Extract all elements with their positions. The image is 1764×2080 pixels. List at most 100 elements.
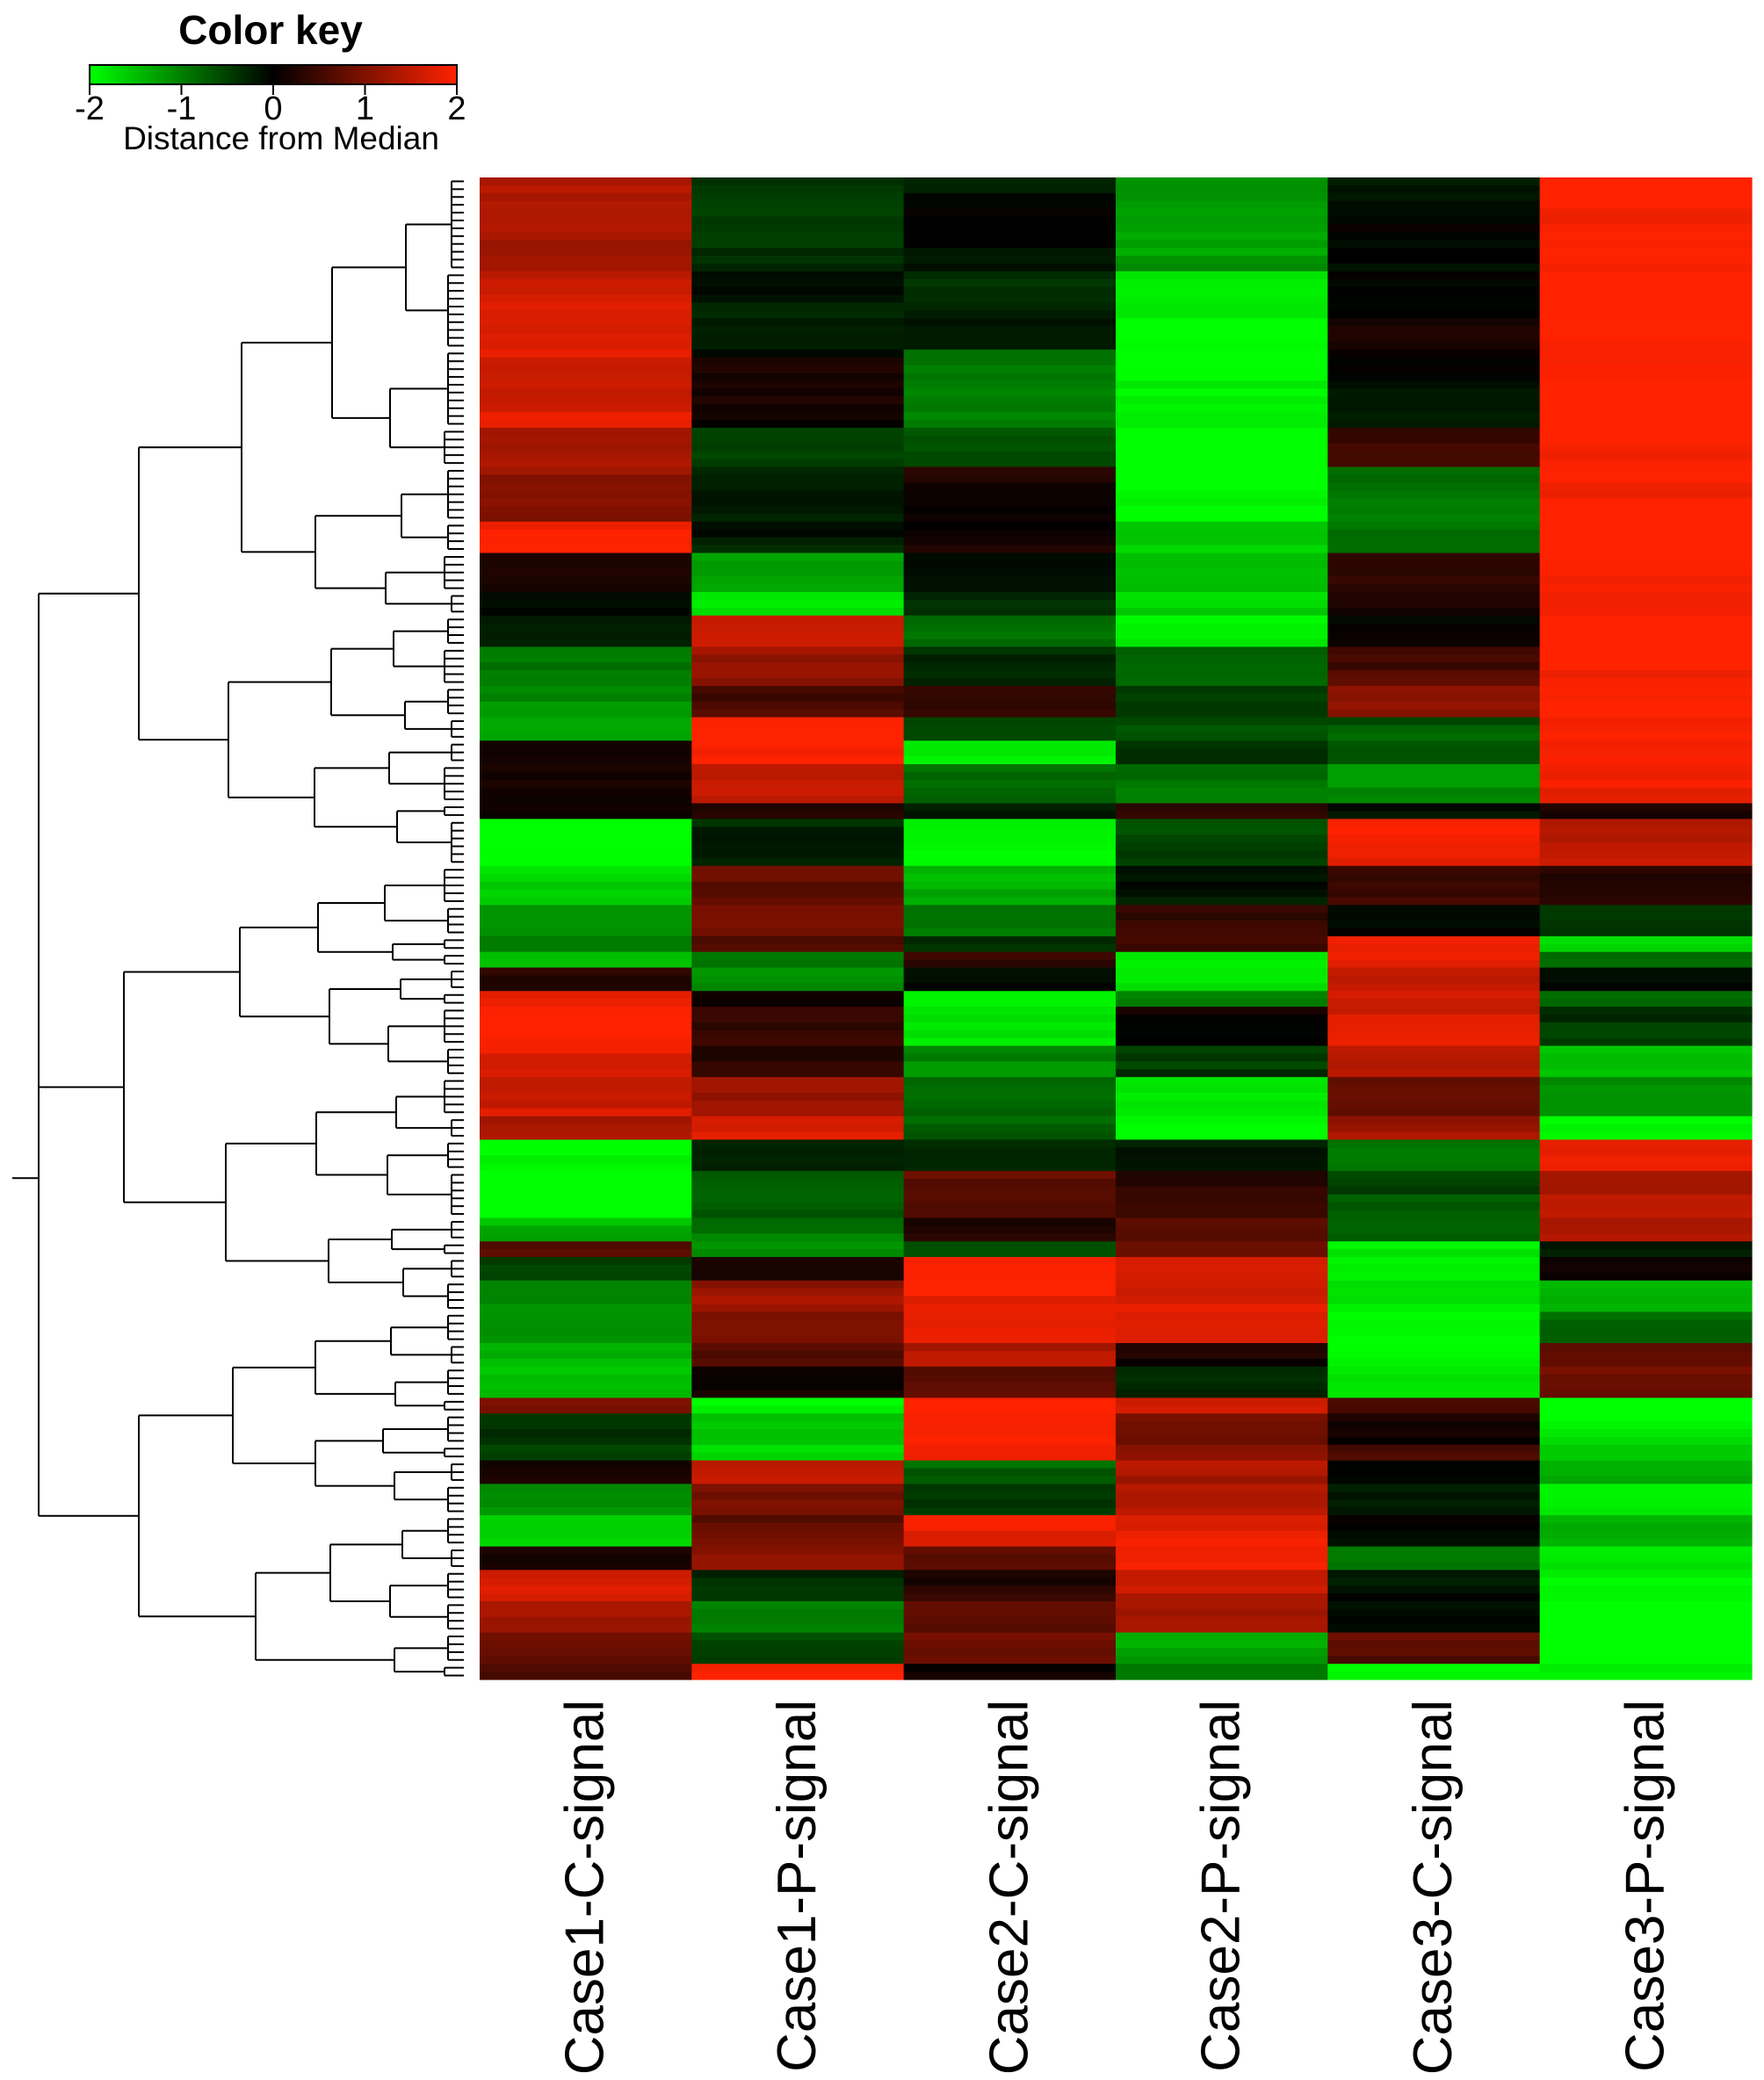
heatmap-cell <box>691 443 905 452</box>
heatmap-cell <box>1539 1037 1753 1047</box>
heatmap-cell <box>691 1452 905 1462</box>
heatmap-cell <box>1327 342 1541 350</box>
heatmap-cell <box>1327 263 1541 272</box>
heatmap-cell <box>691 1194 905 1203</box>
heatmap-cell <box>480 1374 692 1383</box>
heatmap-cell <box>1539 1264 1753 1274</box>
heatmap-cell <box>903 1116 1117 1125</box>
heatmap-cell <box>903 1514 1117 1524</box>
heatmap-cell <box>480 795 692 805</box>
heatmap-cell <box>1539 1421 1753 1430</box>
heatmap-cell <box>1327 1257 1541 1266</box>
heatmap-cell <box>903 1077 1117 1086</box>
heatmap-cell <box>1116 983 1328 992</box>
heatmap-cell <box>1539 1123 1753 1133</box>
heatmap-cell <box>1327 615 1541 625</box>
heatmap-cell <box>1539 834 1753 843</box>
heatmap-cell <box>691 1538 905 1548</box>
heatmap-cell <box>691 1288 905 1297</box>
heatmap-cell <box>903 334 1117 343</box>
heatmap-cell <box>480 1562 692 1571</box>
heatmap-cell <box>1327 1029 1541 1039</box>
heatmap-cell <box>480 428 692 437</box>
heatmap-cell <box>903 545 1117 554</box>
heatmap-cell <box>903 1538 1117 1548</box>
heatmap-cell <box>480 928 692 937</box>
heatmap-cell <box>1327 725 1541 733</box>
heatmap-cell <box>480 1311 692 1320</box>
heatmap-cell <box>691 1421 905 1430</box>
heatmap-cell <box>1539 1241 1753 1250</box>
heatmap-cell <box>903 1499 1117 1508</box>
heatmap-cell <box>903 999 1117 1008</box>
heatmap-cell <box>903 1029 1117 1039</box>
heatmap-cell <box>1327 889 1541 898</box>
heatmap-cell <box>691 943 905 953</box>
heatmap-cell <box>480 1664 692 1672</box>
heatmap-cell <box>1539 1374 1753 1383</box>
heatmap-cell <box>1327 1288 1541 1297</box>
heatmap-cell <box>1116 1491 1328 1500</box>
heatmap-cell <box>1327 1600 1541 1610</box>
heatmap-cell <box>1539 693 1753 703</box>
heatmap-cell <box>691 545 905 554</box>
heatmap-cell <box>691 803 905 812</box>
heatmap-cell <box>1116 404 1328 413</box>
heatmap-cell <box>691 568 905 577</box>
heatmap-cell <box>1539 787 1753 797</box>
heatmap-cell <box>691 552 905 562</box>
heatmap-cell <box>691 748 905 757</box>
heatmap-cell <box>480 756 692 765</box>
heatmap-cell <box>691 1593 905 1602</box>
heatmap-cell <box>1539 1578 1753 1586</box>
heatmap-cell <box>1327 1468 1541 1477</box>
heatmap-cell <box>691 1304 905 1313</box>
heatmap-cell <box>1327 1249 1541 1258</box>
heatmap-cell <box>480 1382 692 1391</box>
heatmap-cell <box>903 529 1117 538</box>
heatmap-cell <box>903 318 1117 327</box>
heatmap-cell <box>480 1280 692 1289</box>
heatmap-cell <box>1539 811 1753 820</box>
heatmap-cell <box>1116 1366 1328 1376</box>
heatmap-cell <box>480 192 692 202</box>
heatmap-cell <box>1327 1131 1541 1141</box>
heatmap-cell <box>1116 256 1328 264</box>
heatmap-cell <box>903 889 1117 898</box>
heatmap-cell <box>1539 1007 1753 1015</box>
heatmap-cell <box>1327 1210 1541 1219</box>
heatmap-cell <box>903 372 1117 382</box>
heatmap-cell <box>1539 639 1753 647</box>
heatmap-cell <box>1116 529 1328 538</box>
color-key-tick-label: -2 <box>75 90 105 127</box>
heatmap-cell <box>1327 1507 1541 1516</box>
heatmap-cell <box>1539 459 1753 468</box>
heatmap-cell <box>480 412 692 421</box>
heatmap-cell <box>691 1405 905 1414</box>
heatmap-cell <box>691 1522 905 1532</box>
heatmap-cell <box>1539 1491 1753 1500</box>
heatmap-cell <box>1327 709 1541 719</box>
heatmap-cell <box>1539 490 1753 499</box>
heatmap-cell <box>1116 701 1328 711</box>
column-label: Case1-P-signal <box>767 1700 828 2072</box>
heatmap-cell <box>1116 943 1328 953</box>
heatmap-cell <box>1116 592 1328 601</box>
heatmap-cell <box>480 1554 692 1564</box>
heatmap-cell <box>1539 897 1753 906</box>
heatmap-cell <box>903 827 1117 835</box>
heatmap-cell <box>1116 1061 1328 1070</box>
heatmap-cell <box>1539 1022 1753 1031</box>
heatmap-cell <box>903 404 1117 413</box>
heatmap-cell <box>691 1499 905 1508</box>
heatmap-cell <box>691 725 905 733</box>
heatmap-cell <box>1539 1640 1753 1649</box>
heatmap-cell <box>903 1179 1117 1188</box>
heatmap-cell <box>1327 560 1541 569</box>
heatmap-cell <box>1116 685 1328 695</box>
heatmap-cell <box>480 1632 692 1642</box>
heatmap-cell <box>480 1578 692 1586</box>
heatmap-cell <box>1116 412 1328 421</box>
heatmap-cell <box>1539 1139 1753 1148</box>
heatmap-cell <box>691 1608 905 1618</box>
